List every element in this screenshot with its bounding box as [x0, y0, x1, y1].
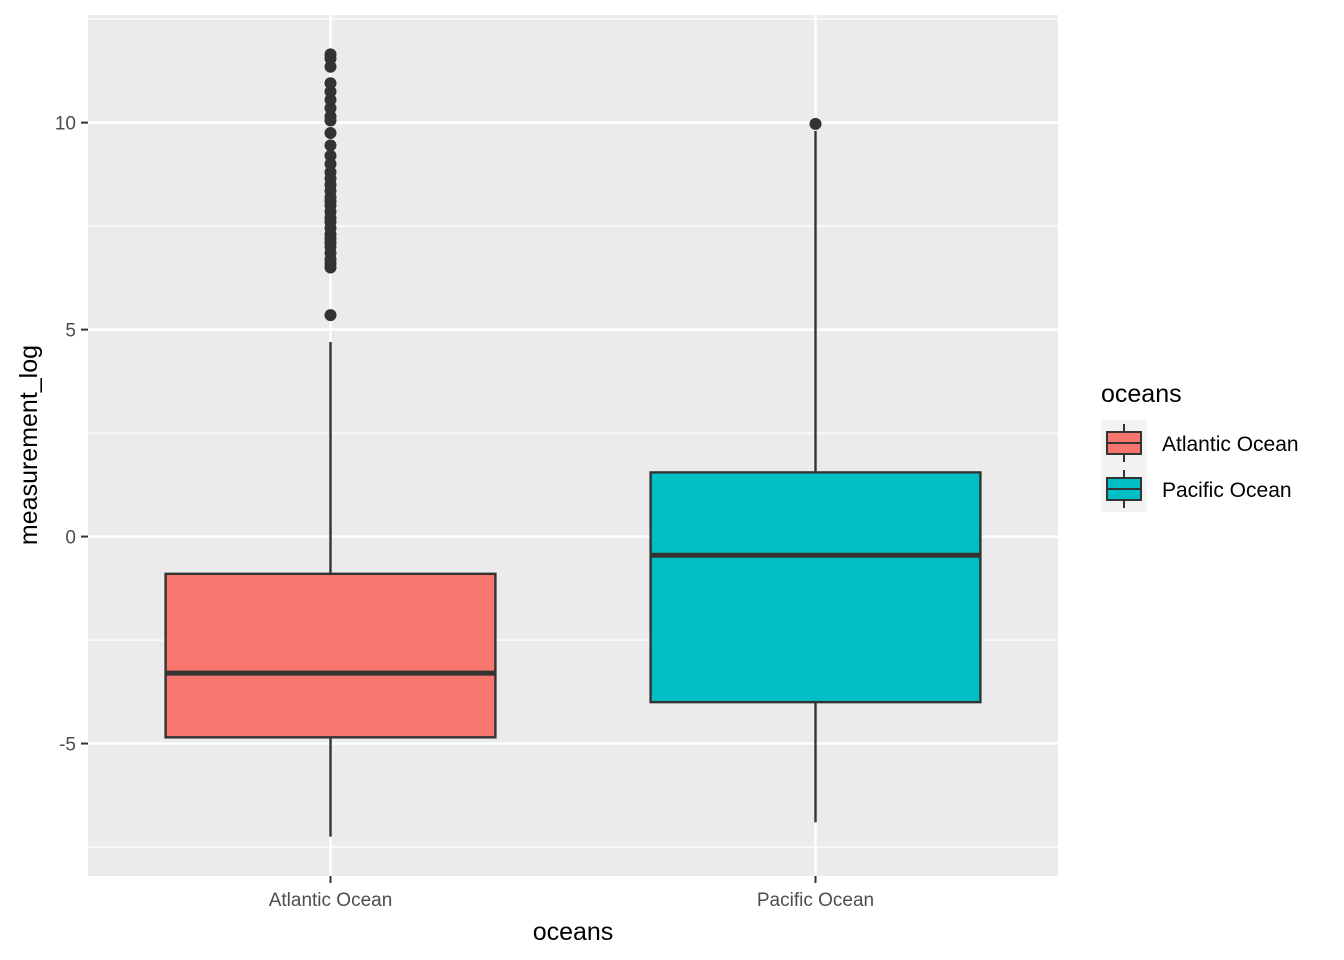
outlier-point	[324, 149, 337, 162]
outlier-point	[324, 48, 337, 61]
y-tick-label: 10	[55, 114, 76, 135]
outlier-point	[324, 126, 337, 139]
y-tick-label: -5	[59, 735, 76, 756]
y-tick-label: 5	[65, 321, 76, 342]
x-axis-title: oceans	[533, 918, 614, 946]
outlier-point	[324, 158, 337, 171]
legend-label: Pacific Ocean	[1162, 479, 1292, 502]
legend: oceans Atlantic Ocean Pacific Ocean	[1101, 380, 1299, 512]
legend-keys: Atlantic Ocean Pacific Ocean	[1101, 420, 1299, 512]
x-tick-label: Atlantic Ocean	[269, 890, 393, 911]
outlier-point	[324, 102, 337, 115]
box-series	[164, 48, 982, 837]
legend-key-pacific-ocean: Pacific Ocean	[1101, 466, 1292, 512]
x-tick-label: Pacific Ocean	[757, 890, 874, 911]
outlier-point	[324, 309, 337, 322]
iqr-box	[649, 471, 982, 704]
box-atlantic-ocean	[164, 48, 497, 837]
y-axis-title: measurement_log	[15, 345, 43, 545]
outlier-point	[324, 110, 337, 123]
outlier-point	[324, 166, 337, 179]
box-pacific-ocean	[649, 117, 982, 823]
legend-label: Atlantic Ocean	[1162, 433, 1299, 456]
y-axis: -5 0 5 10	[55, 114, 88, 756]
legend-key-atlantic-ocean: Atlantic Ocean	[1101, 420, 1299, 466]
outlier-point	[324, 85, 337, 98]
outlier-point	[324, 139, 337, 152]
x-axis: Atlantic Ocean Pacific Ocean	[269, 876, 874, 911]
iqr-box	[164, 572, 497, 739]
outlier-point	[324, 60, 337, 73]
y-tick-label: 0	[65, 528, 76, 549]
outlier-point	[324, 77, 337, 90]
outlier-point	[809, 117, 822, 130]
outlier-point	[324, 93, 337, 106]
legend-title: oceans	[1101, 380, 1182, 408]
panel-background	[88, 15, 1058, 876]
